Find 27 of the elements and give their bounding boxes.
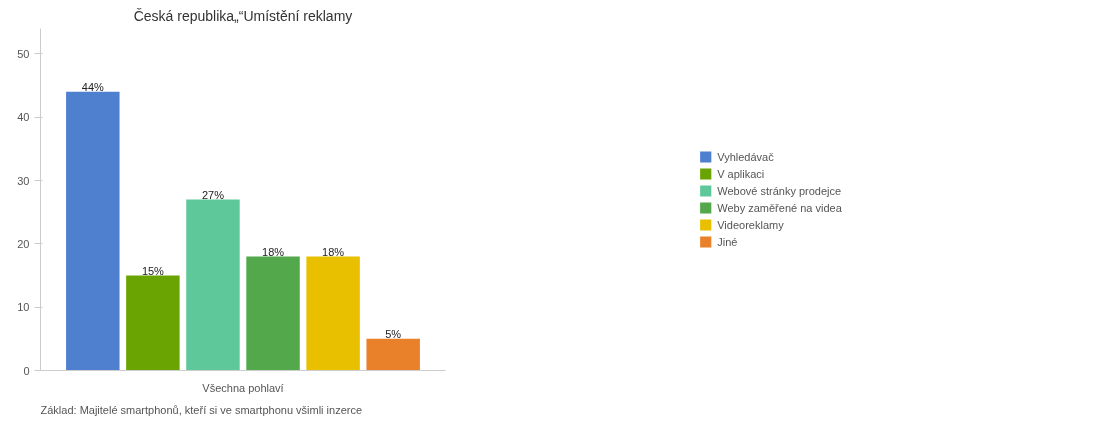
legend-label: Videoreklamy — [717, 218, 784, 231]
legend-label: Vyhledávač — [717, 150, 774, 163]
data-label: 18% — [262, 245, 285, 258]
bar — [246, 256, 300, 371]
text: Základ: Majitelé smartphonů, kteří si ve smartphonu všimli inzerce — [40, 403, 363, 416]
data-label: 15% — [141, 264, 165, 277]
legend-label: Jiné — [717, 235, 738, 248]
legend-label: Weby zaměřené na videa — [717, 201, 842, 214]
data-label: 18% — [322, 245, 345, 258]
legend-label: Webové stránky prodejce — [717, 184, 842, 197]
bar — [366, 338, 420, 371]
data-label: 5% — [385, 327, 402, 340]
bar — [186, 199, 240, 371]
data-label: 27% — [201, 188, 225, 201]
y-tick-label: 40 — [17, 111, 30, 124]
bar — [126, 275, 180, 371]
bar — [66, 91, 120, 371]
y-tick-label: 20 — [17, 237, 30, 250]
y-tick-label: 0 — [23, 364, 30, 377]
legend-label: V aplikaci — [717, 167, 765, 180]
chart-title: Česká republika„“Umístění reklamy — [133, 7, 353, 24]
y-tick-label: 10 — [17, 301, 30, 314]
data-label: 44% — [81, 80, 105, 93]
y-tick-label: 30 — [17, 174, 30, 187]
x-tick-label: Všechna pohlaví — [202, 381, 284, 394]
bar — [306, 256, 360, 371]
y-tick-label: 50 — [17, 47, 30, 60]
